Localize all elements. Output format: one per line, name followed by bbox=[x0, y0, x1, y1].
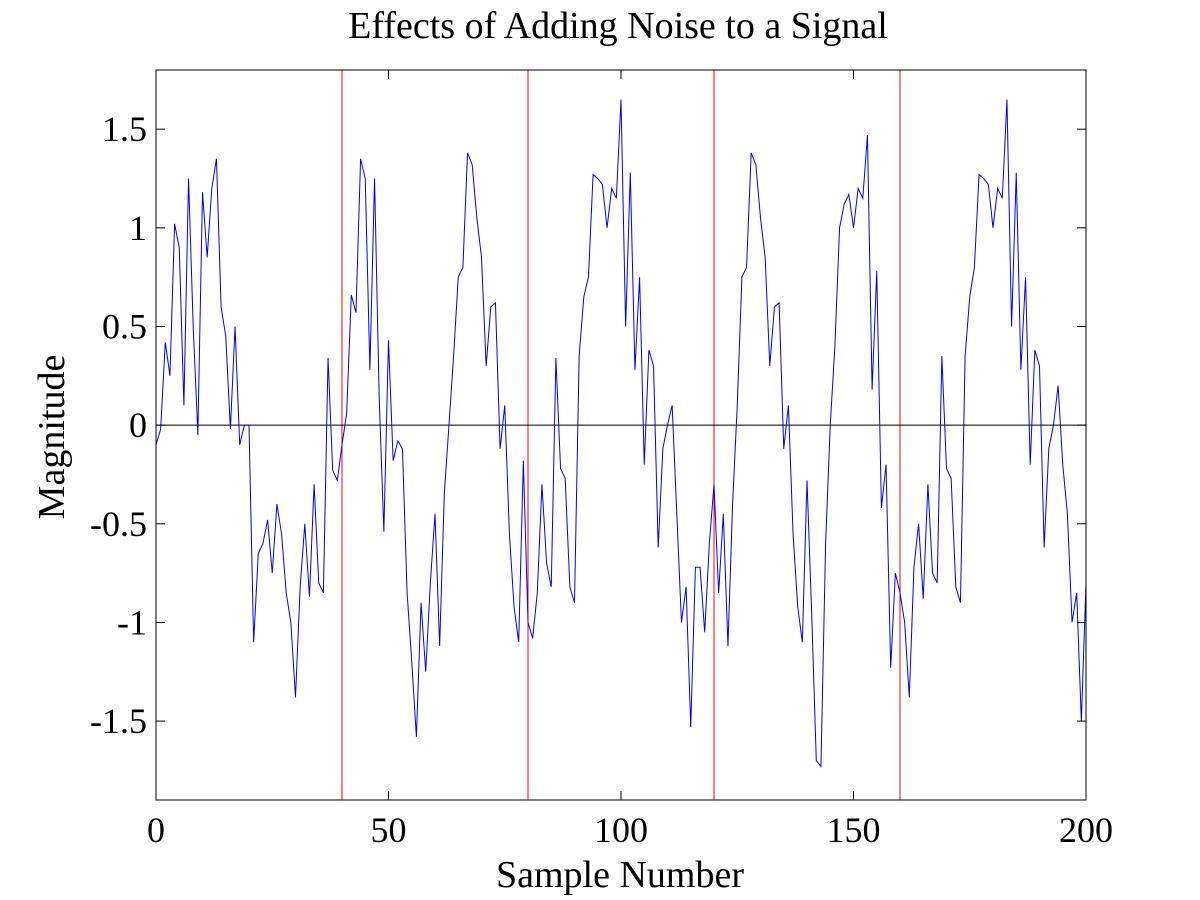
x-tick-label: 50 bbox=[371, 810, 407, 850]
y-tick-label: -0.5 bbox=[90, 504, 147, 544]
plot-area: 0 50 100 150 200 -1.5 -1 -0.5 0 0.5 1 1.5 bbox=[90, 69, 1113, 850]
y-tick-label: -1.5 bbox=[90, 701, 147, 741]
y-tick-label: 1.5 bbox=[102, 109, 147, 149]
y-tick-label: 1 bbox=[129, 208, 147, 248]
x-axis-label: Sample Number bbox=[496, 854, 744, 896]
y-tick-label: 0 bbox=[129, 405, 147, 445]
x-tick-label: 100 bbox=[594, 810, 648, 850]
y-axis-label: Magnitude bbox=[31, 355, 73, 520]
signal-series-line bbox=[155, 99, 1087, 768]
y-tick-label: 0.5 bbox=[102, 306, 147, 346]
x-tick-label: 200 bbox=[1059, 810, 1113, 850]
x-tick-label: 150 bbox=[827, 810, 881, 850]
y-tick-label: -1 bbox=[117, 602, 147, 642]
x-tick-label: 0 bbox=[147, 810, 165, 850]
chart-title: Effects of Adding Noise to a Signal bbox=[348, 5, 888, 47]
